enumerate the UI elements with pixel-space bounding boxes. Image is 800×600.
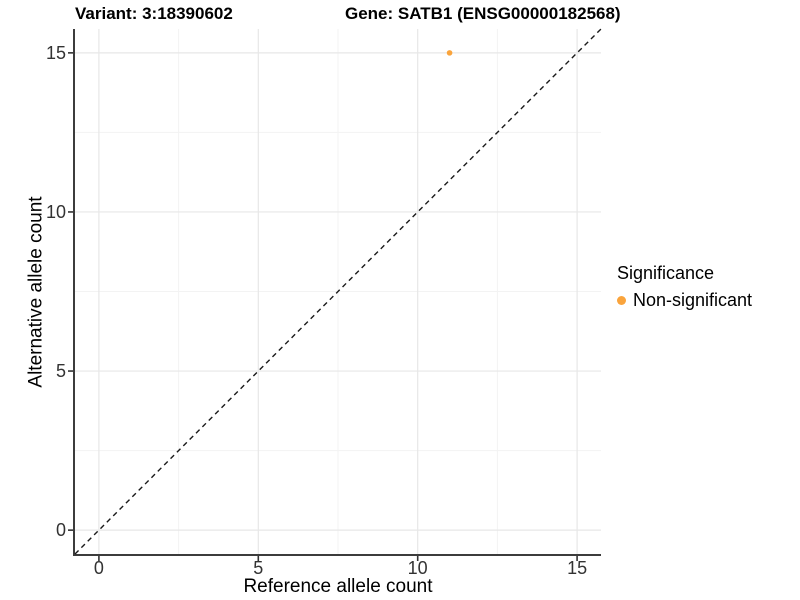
legend-marker-icon	[617, 296, 626, 305]
legend-item-non-significant: Non-significant	[617, 290, 752, 311]
y-tick-label: 0	[56, 520, 66, 540]
x-tick-label: 0	[94, 558, 104, 578]
legend: Significance Non-significant	[617, 263, 752, 311]
y-axis-title: Alternative allele count	[26, 196, 48, 388]
plot-title-variant: Variant: 3:18390602	[75, 4, 233, 23]
plot-title-gene: Gene: SATB1 (ENSG00000182568)	[345, 4, 621, 23]
x-tick-label: 10	[408, 558, 428, 578]
y-tick-label: 10	[46, 202, 66, 222]
x-tick-label: 15	[567, 558, 587, 578]
legend-title: Significance	[617, 263, 715, 283]
legend-item-label: Non-significant	[633, 290, 753, 310]
y-tick-label: 5	[56, 361, 66, 381]
x-tick-label: 5	[253, 558, 263, 578]
x-axis-title: Reference allele count	[243, 576, 433, 597]
identity-dashed-line	[74, 28, 602, 555]
data-point	[446, 50, 453, 56]
y-tick-label: 15	[46, 43, 66, 63]
